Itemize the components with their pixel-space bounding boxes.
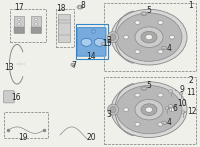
Text: 4: 4 bbox=[167, 44, 171, 53]
Circle shape bbox=[135, 122, 140, 126]
Text: 18: 18 bbox=[56, 4, 66, 13]
Ellipse shape bbox=[161, 121, 167, 125]
Circle shape bbox=[145, 35, 153, 40]
Bar bbox=[14, 16, 24, 34]
Text: 20: 20 bbox=[86, 133, 96, 142]
Text: 3: 3 bbox=[107, 110, 111, 119]
Circle shape bbox=[181, 111, 185, 113]
Bar bbox=[76, 24, 108, 59]
Ellipse shape bbox=[108, 104, 118, 115]
Ellipse shape bbox=[165, 107, 169, 110]
Bar bbox=[92, 30, 95, 33]
Circle shape bbox=[142, 12, 146, 15]
Circle shape bbox=[179, 92, 183, 95]
Circle shape bbox=[123, 35, 129, 39]
Circle shape bbox=[135, 93, 140, 97]
Bar bbox=[31, 16, 41, 34]
Bar bbox=[10, 9, 46, 42]
Circle shape bbox=[35, 18, 38, 21]
Circle shape bbox=[116, 86, 182, 134]
Circle shape bbox=[169, 35, 175, 39]
Text: 12: 12 bbox=[187, 107, 197, 116]
Text: 10: 10 bbox=[177, 99, 187, 108]
Circle shape bbox=[158, 93, 163, 97]
Circle shape bbox=[81, 38, 92, 46]
FancyBboxPatch shape bbox=[4, 91, 14, 103]
Text: 19: 19 bbox=[18, 133, 28, 142]
Circle shape bbox=[18, 23, 21, 25]
Ellipse shape bbox=[108, 32, 118, 43]
Circle shape bbox=[169, 108, 175, 112]
Circle shape bbox=[111, 82, 187, 137]
Bar bbox=[56, 9, 74, 47]
Text: 15: 15 bbox=[102, 39, 112, 48]
Circle shape bbox=[158, 50, 163, 54]
Ellipse shape bbox=[110, 106, 116, 113]
Circle shape bbox=[158, 122, 163, 126]
Circle shape bbox=[158, 21, 163, 24]
Text: 9: 9 bbox=[180, 85, 184, 94]
Bar bbox=[31, 27, 41, 34]
Circle shape bbox=[78, 6, 82, 8]
Circle shape bbox=[168, 90, 173, 93]
Ellipse shape bbox=[141, 87, 147, 90]
Text: 5: 5 bbox=[147, 6, 151, 15]
Text: 17: 17 bbox=[14, 3, 24, 12]
Circle shape bbox=[111, 9, 187, 65]
Bar bbox=[14, 27, 24, 34]
Text: 8: 8 bbox=[81, 1, 85, 10]
Circle shape bbox=[18, 18, 21, 21]
Circle shape bbox=[94, 38, 105, 46]
Bar bbox=[4, 112, 48, 138]
Circle shape bbox=[145, 107, 153, 112]
Ellipse shape bbox=[101, 43, 105, 45]
Circle shape bbox=[135, 21, 140, 24]
Circle shape bbox=[135, 99, 163, 120]
Circle shape bbox=[141, 104, 157, 116]
Circle shape bbox=[168, 104, 173, 108]
Circle shape bbox=[141, 31, 157, 43]
Ellipse shape bbox=[161, 46, 167, 50]
Circle shape bbox=[116, 13, 182, 61]
FancyBboxPatch shape bbox=[77, 28, 106, 56]
Text: 7: 7 bbox=[72, 61, 76, 70]
Circle shape bbox=[123, 108, 129, 112]
Bar bbox=[58, 14, 70, 42]
Text: 4: 4 bbox=[167, 118, 171, 127]
Ellipse shape bbox=[141, 12, 147, 16]
Text: 14: 14 bbox=[86, 52, 96, 61]
Circle shape bbox=[135, 50, 140, 54]
Ellipse shape bbox=[77, 5, 83, 9]
Circle shape bbox=[135, 27, 163, 47]
Text: 1: 1 bbox=[189, 1, 193, 10]
Text: 11: 11 bbox=[186, 88, 196, 97]
Bar bbox=[104, 77, 196, 144]
Text: 2: 2 bbox=[189, 76, 193, 85]
Ellipse shape bbox=[110, 34, 116, 40]
Circle shape bbox=[35, 23, 38, 25]
Text: 3: 3 bbox=[107, 36, 111, 45]
Text: 5: 5 bbox=[147, 81, 151, 90]
Text: 16: 16 bbox=[11, 93, 21, 102]
Ellipse shape bbox=[71, 63, 75, 66]
Circle shape bbox=[142, 87, 146, 90]
Text: 13: 13 bbox=[4, 63, 14, 72]
Bar bbox=[104, 4, 196, 71]
Text: 6: 6 bbox=[173, 104, 177, 113]
